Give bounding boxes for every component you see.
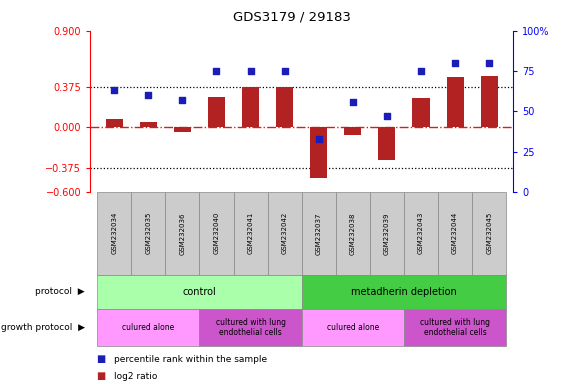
Bar [302, 275, 506, 309]
Bar [268, 192, 302, 275]
Bar [174, 127, 191, 132]
Bar [378, 127, 395, 160]
Point [280, 68, 289, 74]
Bar [336, 192, 370, 275]
Text: GSM232037: GSM232037 [316, 212, 322, 255]
Bar [310, 127, 327, 178]
Bar [166, 192, 199, 275]
Text: GDS3179 / 29183: GDS3179 / 29183 [233, 11, 350, 24]
Bar [404, 309, 506, 346]
Point [416, 68, 426, 74]
Point [143, 92, 153, 98]
Bar [447, 77, 463, 127]
Bar [302, 192, 336, 275]
Text: GSM232036: GSM232036 [180, 212, 185, 255]
Bar [276, 87, 293, 127]
Bar [404, 192, 438, 275]
Text: GSM232044: GSM232044 [452, 212, 458, 255]
Text: protocol  ▶: protocol ▶ [35, 287, 85, 296]
Bar [140, 122, 157, 127]
Text: GSM232034: GSM232034 [111, 212, 117, 255]
Point [484, 60, 494, 66]
Bar [131, 192, 166, 275]
Text: cultured with lung
endothelial cells: cultured with lung endothelial cells [216, 318, 286, 337]
Point [314, 136, 324, 142]
Text: metadherin depletion: metadherin depletion [351, 287, 457, 297]
Bar [438, 192, 472, 275]
Text: GSM232039: GSM232039 [384, 212, 390, 255]
Text: control: control [182, 287, 216, 297]
Point [110, 87, 119, 93]
Text: growth protocol  ▶: growth protocol ▶ [1, 323, 85, 332]
Text: culured alone: culured alone [122, 323, 174, 332]
Bar [413, 98, 430, 127]
Bar [370, 192, 404, 275]
Bar [302, 309, 404, 346]
Point [348, 99, 357, 105]
Text: ■: ■ [96, 354, 106, 364]
Text: ■: ■ [96, 371, 106, 381]
Bar [234, 192, 268, 275]
Bar [242, 87, 259, 127]
Point [178, 97, 187, 103]
Point [212, 68, 221, 74]
Text: GSM232045: GSM232045 [486, 212, 492, 255]
Bar [97, 309, 199, 346]
Bar [106, 119, 123, 127]
Bar [480, 76, 498, 127]
Bar [199, 192, 234, 275]
Text: culured alone: culured alone [326, 323, 379, 332]
Text: cultured with lung
endothelial cells: cultured with lung endothelial cells [420, 318, 490, 337]
Bar [472, 192, 506, 275]
Bar [208, 98, 225, 127]
Text: log2 ratio: log2 ratio [114, 372, 157, 381]
Bar [345, 127, 361, 135]
Bar [199, 309, 302, 346]
Point [246, 68, 255, 74]
Text: GSM232041: GSM232041 [248, 212, 254, 255]
Text: GSM232040: GSM232040 [213, 212, 219, 255]
Text: GSM232035: GSM232035 [145, 212, 152, 255]
Text: GSM232038: GSM232038 [350, 212, 356, 255]
Bar [97, 275, 302, 309]
Point [382, 113, 392, 119]
Point [451, 60, 460, 66]
Text: GSM232042: GSM232042 [282, 212, 287, 255]
Bar [97, 192, 131, 275]
Text: percentile rank within the sample: percentile rank within the sample [114, 354, 267, 364]
Text: GSM232043: GSM232043 [418, 212, 424, 255]
